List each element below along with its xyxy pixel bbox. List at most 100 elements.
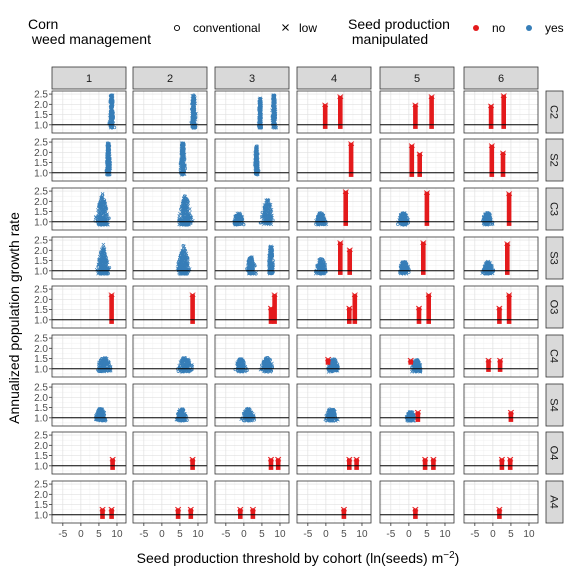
row-strip-label: O4 [548,446,560,461]
panel-O3-6 [464,286,538,328]
column-strip-label: 6 [498,73,504,85]
y-tick-label: 2.5 [34,236,48,247]
panel-O3-1 [52,286,126,328]
panel-C2-4 [297,91,371,133]
row-strip-label: S4 [548,398,560,411]
point-column [338,242,343,275]
legend-no-swatch [473,25,479,31]
point-column [497,308,502,324]
panel-S2-4 [297,139,371,181]
panel-C4-2 [133,335,207,377]
panel-S2-3 [215,139,289,181]
point-column [489,105,494,129]
legend-color-title-line1: Seed production [348,16,450,32]
point-column [425,192,430,226]
y-tick-label: 2.5 [34,187,48,198]
panel-C2-2 [133,91,207,133]
y-tick-label: 2.5 [34,334,48,345]
point-column [429,96,434,129]
panel-S2-2 [133,139,207,181]
panel-C2-3 [215,91,289,133]
point-column [421,242,426,275]
y-tick-label: 2.5 [34,285,48,296]
panel-O3-5 [380,286,454,328]
y-tick-label: 1.5 [34,305,48,316]
y-tick-label: 2.0 [34,100,48,111]
legend-yes-swatch [526,25,532,31]
legend: Corn weed management conventional low Se… [28,16,564,47]
point-column [490,145,495,177]
row-strip-label: A4 [548,495,560,508]
y-tick-label: 1.0 [34,364,48,375]
point-column [505,243,510,275]
panel-C3-1 [52,188,126,230]
panel-C3-5 [380,188,454,230]
y-tick-label: 1.5 [34,256,48,267]
panel-S2-5 [380,139,454,181]
y-tick-label: 1.0 [34,266,48,277]
y-tick-label: 1.5 [34,354,48,365]
y-tick-label: 1.0 [34,315,48,326]
panel-C4-1 [52,335,126,377]
legend-no-label: no [492,21,506,35]
panel-O3-4 [297,286,371,328]
panel-S3-2 [133,237,207,279]
point-column [417,308,422,324]
point-column [338,96,343,129]
legend-shape-title-line2: weed management [28,31,151,47]
panel-O3-2 [133,286,207,328]
legend-conventional-label: conventional [193,21,260,35]
y-tick-label: 2.0 [34,344,48,355]
legend-low-label: low [299,21,317,35]
panel-C4-5 [380,335,454,377]
panel-C3-6 [464,188,538,230]
panel-S3-6 [464,237,538,279]
y-tick-label: 2.0 [34,148,48,159]
panel-C2-1 [52,91,126,133]
point-column [343,191,348,226]
legend-shape-title-line1: Corn [28,16,58,32]
column-strip-label: 4 [331,73,337,85]
y-tick-label: 1.5 [34,158,48,169]
legend-conventional-symbol [174,25,179,30]
row-strip-label: O3 [548,300,560,315]
panel-C4-6 [464,335,538,377]
panel-C4-4 [297,335,371,377]
y-tick-label: 1.5 [34,207,48,218]
panel-C2-5 [380,91,454,133]
row-strip-label: C4 [548,349,560,363]
y-tick-label: 1.0 [34,217,48,228]
column-strip-label: 5 [414,73,420,85]
panel-C3-4 [297,188,371,230]
y-tick-label: 2.0 [34,246,48,257]
point-column [501,95,506,129]
panel-C3-2 [133,188,207,230]
panel-S2-1 [52,139,126,181]
column-strip-label: 1 [86,73,92,85]
y-tick-label: 1.0 [34,168,48,179]
point-column [349,143,354,177]
legend-low-symbol [283,25,289,31]
row-strip-label: C2 [548,105,560,119]
y-tick-label: 2.0 [34,295,48,306]
panel-O3-3 [215,286,289,328]
column-strip-label: 3 [249,73,255,85]
row-strip-label: C3 [548,202,560,216]
y-tick-label: 2.0 [34,197,48,208]
panel-C3-3 [215,188,289,230]
panel-C4-3 [215,335,289,377]
point-column [347,308,352,324]
legend-color-title-line2: manipulated [348,31,428,47]
panel-S3-1 [52,237,126,279]
y-tick-label: 1.5 [34,110,48,121]
point-column [507,193,512,226]
panel-S3-4 [297,237,371,279]
row-strip-label: S3 [548,251,560,264]
y-tick-label: 1.0 [34,120,48,131]
panel-S3-5 [380,237,454,279]
point-column [410,145,415,177]
panel-S3-3 [215,237,289,279]
